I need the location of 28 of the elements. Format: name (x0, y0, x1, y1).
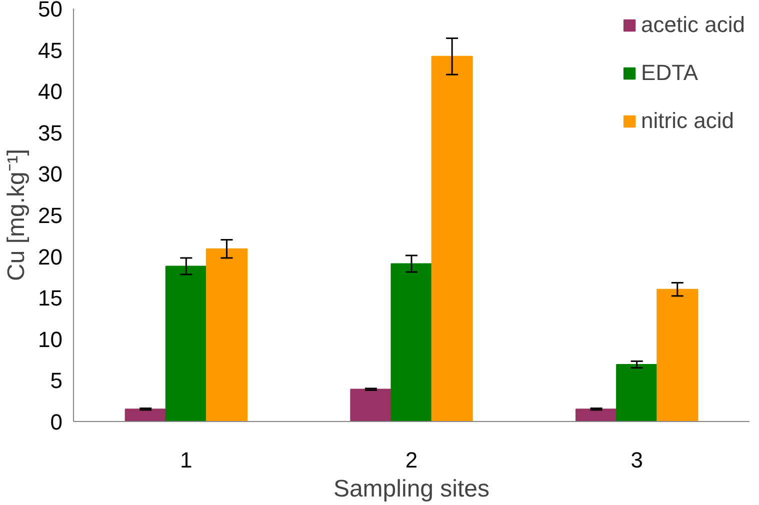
y-tick-label: 45 (38, 38, 63, 63)
y-tick-label: 5 (50, 368, 63, 394)
bar (390, 263, 432, 422)
y-tick-label: 0 (50, 410, 63, 434)
bar (350, 388, 392, 422)
y-tick-label: 35 (38, 120, 63, 146)
y-tick-label: 20 (38, 244, 63, 270)
x-tick-label: 2 (405, 448, 418, 472)
x-tick-label: 3 (630, 448, 643, 472)
y-tick-label: 10 (38, 326, 63, 352)
bar (616, 364, 658, 422)
y-axis-title: Cu [mg.kg⁻¹] (3, 148, 30, 282)
bar (656, 288, 698, 422)
bar (206, 248, 248, 422)
legend-label: nitric acid (641, 108, 734, 134)
legend-label: acetic acid (641, 12, 745, 38)
bar (124, 408, 166, 422)
bar (575, 408, 618, 422)
bar (165, 266, 207, 422)
legend-label: EDTA (641, 60, 698, 86)
y-tick-label: 15 (38, 286, 63, 311)
bar (431, 56, 473, 422)
y-tick-label: 50 (38, 0, 63, 22)
x-tick-label: 1 (180, 448, 192, 472)
y-tick-label: 25 (38, 203, 63, 228)
x-axis-title: Sampling sites (333, 476, 490, 502)
y-tick-label: 40 (38, 79, 63, 104)
y-tick-label: 30 (38, 162, 63, 187)
